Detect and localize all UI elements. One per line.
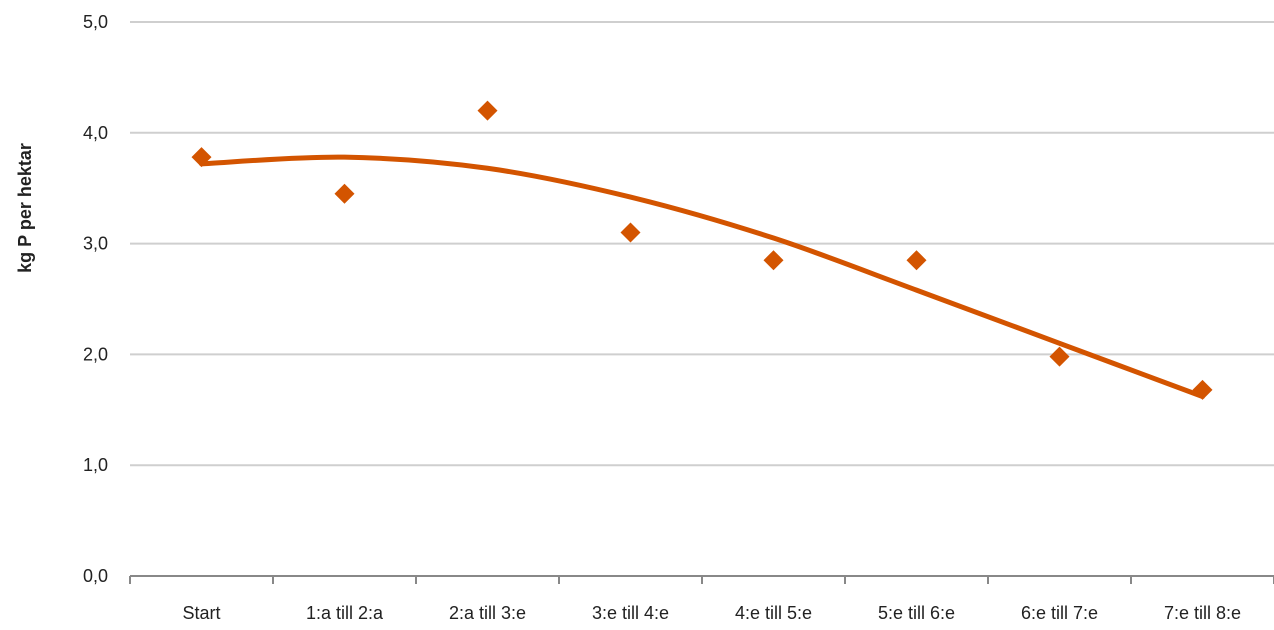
- y-tick-label: 5,0: [83, 12, 108, 32]
- y-tick-label: 2,0: [83, 344, 108, 364]
- y-axis-title: kg P per hektar: [15, 143, 35, 273]
- data-point: [763, 250, 784, 271]
- y-tick-label: 3,0: [83, 234, 108, 254]
- data-point: [620, 222, 641, 243]
- data-point: [1192, 379, 1213, 400]
- data-point: [1049, 346, 1070, 367]
- x-tick-label: 2:a till 3:e: [449, 603, 526, 623]
- gridlines: [130, 21, 1274, 467]
- axes: [129, 575, 1274, 584]
- data-point: [906, 250, 927, 271]
- data-points: [191, 100, 1213, 400]
- x-tick-label: 6:e till 7:e: [1021, 603, 1098, 623]
- x-tick-label: 4:e till 5:e: [735, 603, 812, 623]
- x-tick-label: 1:a till 2:a: [306, 603, 384, 623]
- y-tick-label: 1,0: [83, 455, 108, 475]
- y-tick-label: 0,0: [83, 566, 108, 586]
- y-tick-labels: 0,0 1,0 2,0 3,0 4,0 5,0: [83, 12, 108, 586]
- data-point: [334, 183, 355, 204]
- y-tick-label: 4,0: [83, 123, 108, 143]
- x-tick-label: 3:e till 4:e: [592, 603, 669, 623]
- x-tick-label: 7:e till 8:e: [1164, 603, 1241, 623]
- x-tick-label: Start: [182, 603, 220, 623]
- x-tick-label: 5:e till 6:e: [878, 603, 955, 623]
- x-tick-labels: Start 1:a till 2:a 2:a till 3:e 3:e till 4:…: [182, 603, 1241, 623]
- trendline: [199, 154, 1205, 400]
- data-point: [477, 100, 498, 121]
- data-point: [191, 147, 212, 168]
